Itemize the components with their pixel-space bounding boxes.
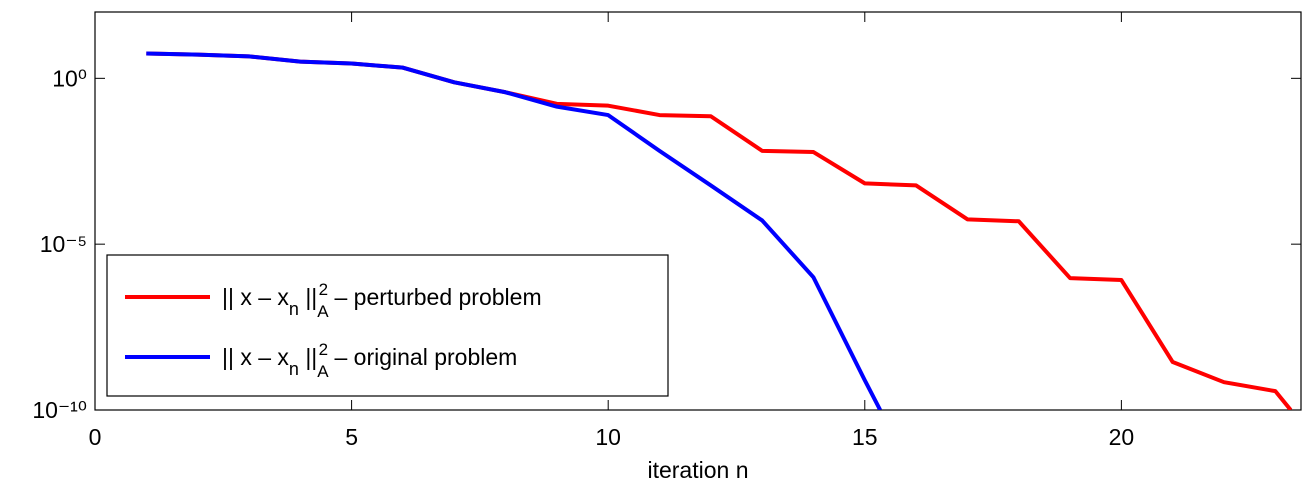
y-tick-label: 10⁻⁵ xyxy=(40,231,87,257)
legend-label: || x – xn ||A2 – original problem xyxy=(222,340,517,381)
x-tick-label: 20 xyxy=(1109,424,1135,450)
x-tick-label: 0 xyxy=(89,424,102,450)
x-axis-label: iteration n xyxy=(647,457,748,483)
x-tick-label: 15 xyxy=(852,424,878,450)
y-tick-label: 10⁻¹⁰ xyxy=(32,397,87,423)
y-tick-label: 10⁰ xyxy=(52,65,87,91)
x-tick-label: 10 xyxy=(595,424,621,450)
data-line xyxy=(146,51,882,410)
x-tick-label: 5 xyxy=(345,424,358,450)
legend-box xyxy=(106,254,669,397)
legend-label: || x – xn ||A2 – perturbed problem xyxy=(222,280,542,321)
